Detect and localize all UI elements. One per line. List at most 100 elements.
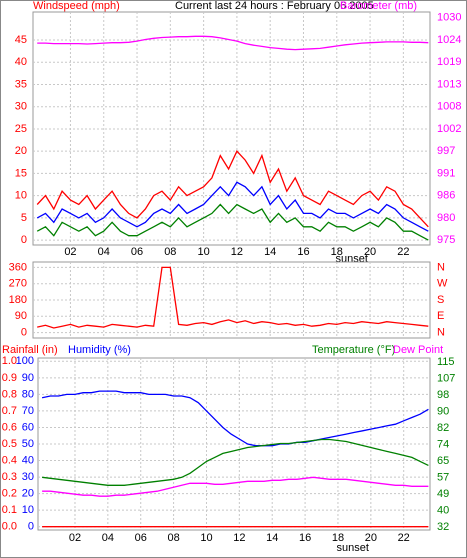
- y3-tick-label: 0.5: [2, 438, 17, 450]
- axis-title: Current last 24 hours : February 06 2005: [175, 0, 374, 12]
- y2-tick-label: 90: [437, 405, 449, 417]
- y2-tick-label: 986: [437, 190, 455, 202]
- series-line: [36, 181, 429, 232]
- y2-tick-label: 1019: [437, 56, 461, 68]
- y2-tick-label: 1008: [437, 101, 461, 113]
- y-tick-label: 20: [15, 145, 27, 157]
- y2-tick-label: S: [437, 294, 444, 306]
- y2-tick-label: 74: [437, 438, 449, 450]
- y3-tick-label: 0.3: [2, 471, 17, 483]
- y-tick-label: 20: [22, 488, 34, 500]
- y2-tick-label: 997: [437, 145, 455, 157]
- x-tick-label: 06: [135, 532, 147, 544]
- y-tick-label: 270: [9, 278, 27, 290]
- x-tick-label: 22: [398, 532, 410, 544]
- y3-tick-label: 0.9: [2, 372, 17, 384]
- plot-area: [32, 261, 431, 339]
- y3-tick-label: 1.0: [2, 355, 17, 367]
- y2-tick-label: 991: [437, 167, 455, 179]
- x-tick-label: 06: [131, 246, 143, 258]
- y2-tick-label: N: [437, 326, 445, 338]
- y2-tick-label: 82: [437, 422, 449, 434]
- y3-tick-label: 0.2: [2, 488, 17, 500]
- y-tick-label: 90: [22, 372, 34, 384]
- y-tick-label: 15: [15, 167, 27, 179]
- y3-tick-label: 0.7: [2, 405, 17, 417]
- series-line: [36, 150, 429, 228]
- x-tick-label: 16: [297, 246, 309, 258]
- x-tick-label: 16: [299, 532, 311, 544]
- series-line: [42, 476, 429, 497]
- x-tick-label: 10: [200, 532, 212, 544]
- x-tick-label: 10: [197, 246, 209, 258]
- y-tick-label: 90: [15, 310, 27, 322]
- y-tick-label: 40: [22, 454, 34, 466]
- y2-tick-label: 57: [437, 471, 449, 483]
- x-tick-label: 04: [102, 532, 114, 544]
- axis-title: Barometer (mb): [340, 0, 417, 12]
- y2-tick-label: 975: [437, 234, 455, 246]
- y-tick-label: 45: [15, 34, 27, 46]
- plot-area: [32, 11, 431, 246]
- x-tick-label: 02: [69, 532, 81, 544]
- x-tick-label: 12: [231, 246, 243, 258]
- y-tick-label: 80: [22, 388, 34, 400]
- axis-title: Temperature (°F): [312, 344, 395, 356]
- y2-tick-label: 32: [437, 521, 449, 533]
- axis-title: Rainfall (in): [2, 344, 58, 356]
- y-tick-label: 25: [15, 123, 27, 135]
- annotation: sunset: [337, 542, 369, 554]
- y2-tick-label: 1030: [437, 12, 461, 24]
- x-tick-label: 08: [167, 532, 179, 544]
- y2-tick-label: 49: [437, 488, 449, 500]
- y3-tick-label: 0.8: [2, 388, 17, 400]
- y-tick-label: 180: [9, 294, 27, 306]
- y3-tick-label: 0.0: [2, 521, 17, 533]
- y3-tick-label: 0.4: [2, 454, 17, 466]
- y2-tick-label: 980: [437, 212, 455, 224]
- x-tick-label: 12: [233, 532, 245, 544]
- x-tick-label: 22: [397, 246, 409, 258]
- y2-tick-label: E: [437, 310, 444, 322]
- y3-tick-label: 0.1: [2, 504, 17, 516]
- series-line: [37, 35, 429, 51]
- x-tick-label: 08: [164, 246, 176, 258]
- y-tick-label: 35: [15, 78, 27, 90]
- y-tick-label: 0: [21, 234, 27, 246]
- axis-title: Windspeed (mph): [33, 0, 120, 12]
- series-line: [36, 203, 429, 241]
- x-tick-label: 14: [264, 246, 276, 258]
- y-tick-label: 40: [15, 56, 27, 68]
- y-tick-label: 60: [22, 421, 34, 433]
- y-tick-label: 10: [22, 504, 34, 516]
- x-tick-label: 14: [266, 532, 278, 544]
- y-tick-label: 100: [16, 355, 34, 367]
- series-line: [37, 266, 429, 329]
- y-tick-label: 10: [15, 190, 27, 202]
- y2-tick-label: 107: [437, 372, 455, 384]
- x-tick-label: 04: [98, 246, 110, 258]
- y2-tick-label: 65: [437, 455, 449, 467]
- y2-tick-label: 1013: [437, 78, 461, 90]
- y-tick-label: 30: [15, 101, 27, 113]
- y-tick-label: 0: [28, 521, 34, 533]
- y-tick-label: 360: [9, 261, 27, 273]
- series-line: [41, 390, 429, 447]
- y2-tick-label: 1002: [437, 123, 461, 135]
- y2-tick-label: W: [437, 278, 448, 290]
- axis-title: Dew Point: [393, 344, 443, 356]
- y2-tick-label: 40: [437, 504, 449, 516]
- x-tick-label: 02: [64, 246, 76, 258]
- x-tick-label: 20: [364, 246, 376, 258]
- series-line: [42, 438, 429, 486]
- y-tick-label: 50: [22, 438, 34, 450]
- x-tick-label: 18: [332, 532, 344, 544]
- y-tick-label: 70: [22, 405, 34, 417]
- y2-tick-label: 98: [437, 389, 449, 401]
- y2-tick-label: N: [437, 261, 445, 273]
- y-tick-label: 30: [22, 471, 34, 483]
- axis-title: Humidity (%): [68, 344, 131, 356]
- x-tick-label: 20: [365, 532, 377, 544]
- x-tick-label: 18: [331, 246, 343, 258]
